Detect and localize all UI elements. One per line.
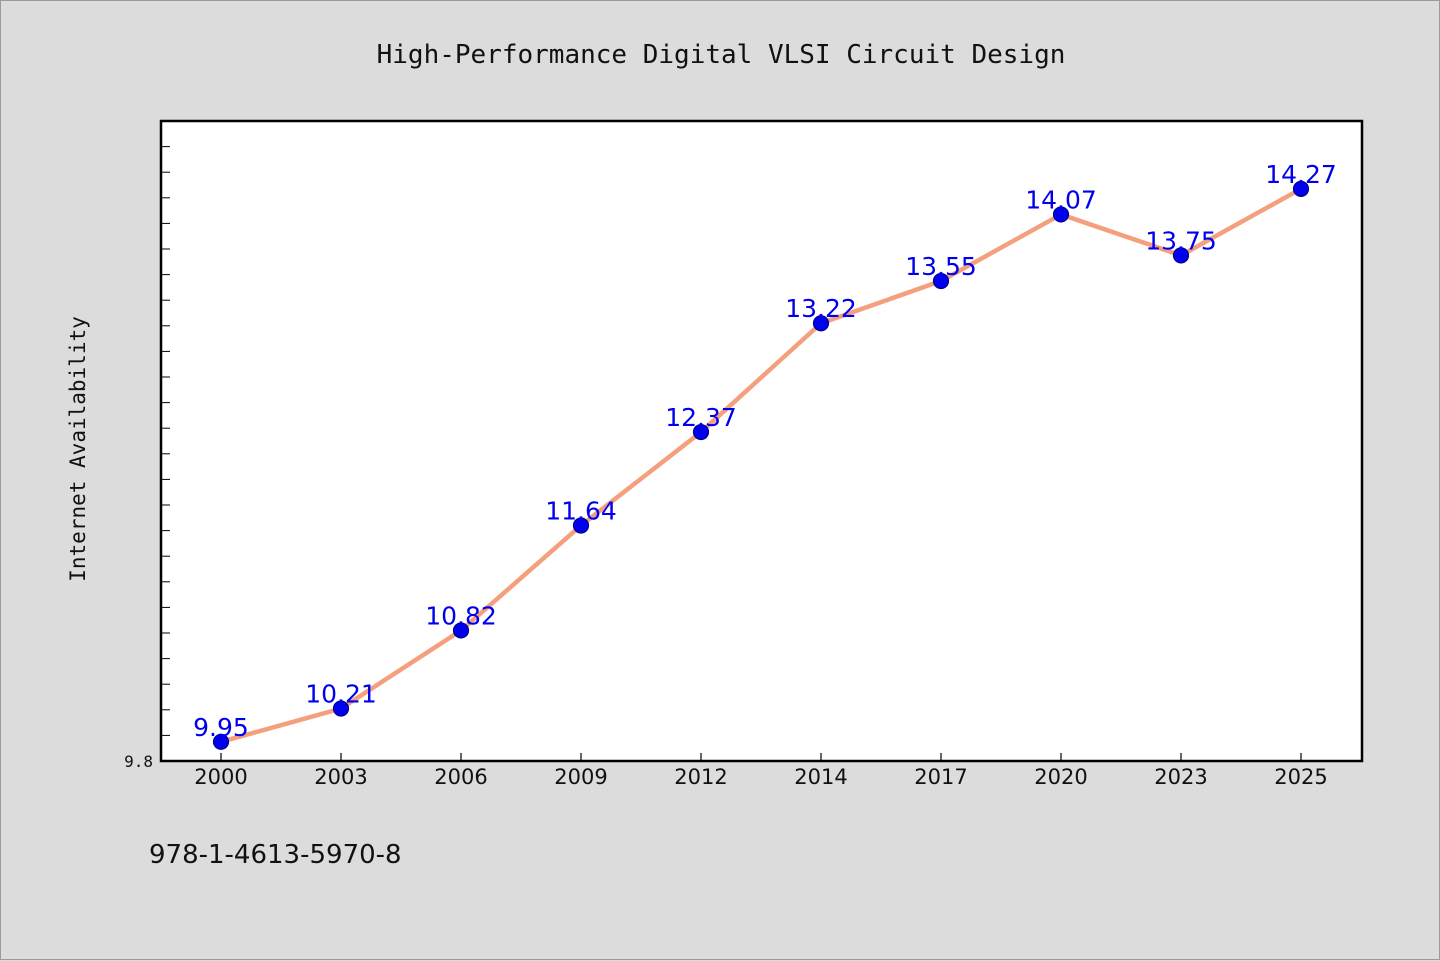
x-tick-label: 2003 (314, 765, 367, 789)
x-tick-label: 2023 (1154, 765, 1207, 789)
data-point (1292, 180, 1310, 197)
x-tick-label: 2020 (1034, 765, 1087, 789)
data-label: 14.27 (1265, 160, 1337, 189)
plot-area (159, 119, 1364, 763)
y-tick-label: 9.8 (124, 752, 153, 771)
data-point (572, 517, 590, 534)
x-tick-label: 2000 (194, 765, 247, 789)
data-point (1172, 247, 1190, 264)
data-point (332, 700, 350, 717)
x-axis-ticks: 2000 2003 2006 2009 2012 2014 2017 2020 2023 2025 (194, 753, 1328, 789)
data-point (1052, 206, 1070, 223)
data-label: 10.21 (305, 680, 377, 709)
series-line (218, 186, 1304, 745)
data-label: 14.07 (1025, 185, 1097, 214)
y-axis-minor-ticks (161, 146, 170, 736)
data-label: 13.55 (905, 252, 977, 281)
data-point (212, 733, 230, 750)
x-tick-label: 2025 (1274, 765, 1327, 789)
x-tick-label: 2014 (794, 765, 847, 789)
y-axis-tick-labels: 9.8 (124, 752, 153, 771)
x-tick-label: 2017 (914, 765, 967, 789)
x-tick-label: 2009 (554, 765, 607, 789)
data-label: 11.64 (545, 496, 617, 525)
chart-title: High-Performance Digital VLSI Circuit De… (377, 40, 1066, 70)
data-point (692, 423, 710, 441)
data-label: 12.37 (665, 403, 737, 432)
y-axis-label: Internet Availability (66, 316, 90, 582)
data-point (812, 315, 830, 332)
x-tick-label: 2012 (674, 765, 727, 789)
data-label: 10.82 (425, 601, 497, 630)
data-label: 13.22 (785, 294, 857, 323)
footer-isbn: 978-1-4613-5970-8 (149, 840, 402, 870)
data-label: 9.95 (193, 713, 249, 742)
data-point (932, 272, 950, 290)
x-tick-label: 2006 (434, 765, 487, 789)
data-label: 13.75 (1145, 226, 1217, 255)
data-point (452, 622, 470, 639)
series-layer: 9.95 10.21 10.82 11.64 12.37 13.22 13.55 14.07 1… (193, 160, 1337, 750)
